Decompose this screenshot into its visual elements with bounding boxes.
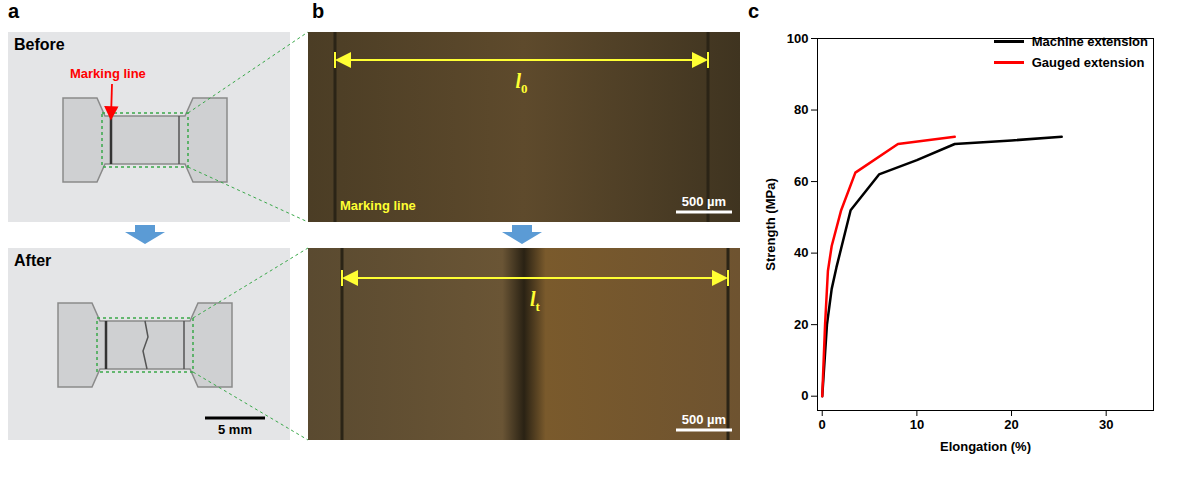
html-text:Machine extension: Machine extension: [1031, 34, 1148, 49]
svg-text:0: 0: [801, 388, 808, 403]
svg-text:Marking line: Marking line: [70, 66, 146, 81]
svg-text:30: 30: [1099, 417, 1113, 432]
svg-text:lt: lt: [530, 288, 541, 314]
html-text:c: c: [748, 0, 760, 22]
svg-text:0: 0: [819, 417, 826, 432]
svg-text:60: 60: [794, 174, 808, 189]
svg-text:b: b: [312, 0, 324, 22]
svg-text:5 mm: 5 mm: [218, 422, 252, 437]
svg-text:After: After: [14, 252, 51, 269]
svg-text:Strength (MPa): Strength (MPa): [763, 178, 778, 270]
svg-text:80: 80: [794, 102, 808, 117]
svg-text:40: 40: [794, 245, 808, 260]
svg-text:Before: Before: [14, 36, 65, 53]
svg-text:a: a: [8, 0, 20, 22]
svg-text:500 µm: 500 µm: [682, 194, 726, 209]
html-text:Gauged extension: Gauged extension: [1031, 55, 1145, 70]
svg-text:500 µm: 500 µm: [682, 412, 726, 427]
svg-text:10: 10: [910, 417, 924, 432]
svg-text:20: 20: [794, 317, 808, 332]
svg-text:Elongation (%): Elongation (%): [940, 439, 1031, 454]
svg-text:20: 20: [1004, 417, 1018, 432]
svg-text:Marking line: Marking line: [340, 198, 416, 213]
svg-text:l0: l0: [515, 70, 527, 96]
svg-text:100: 100: [787, 31, 809, 46]
